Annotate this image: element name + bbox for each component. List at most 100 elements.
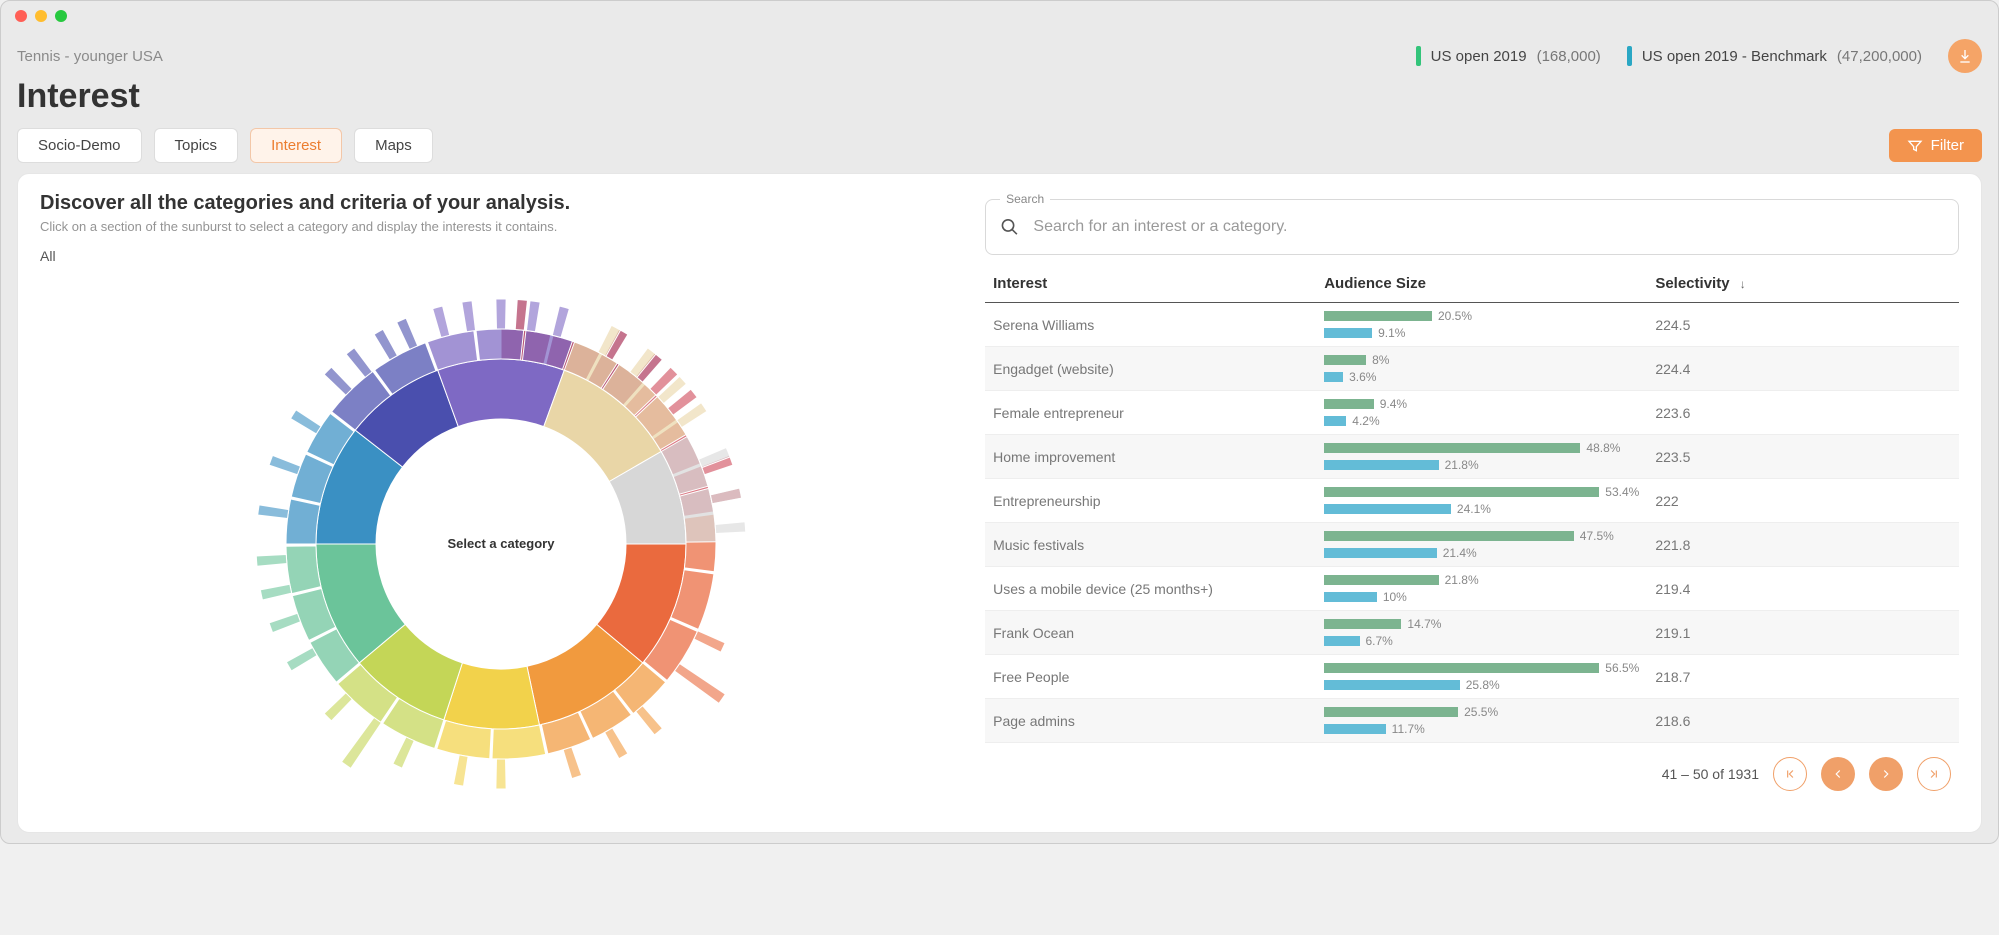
bar-primary (1324, 311, 1432, 321)
tabs: Socio-Demo Topics Interest Maps (17, 128, 433, 163)
page-next-button[interactable] (1869, 757, 1903, 791)
bar-primary-label: 9.4% (1380, 397, 1407, 411)
bar-benchmark-label: 21.4% (1443, 546, 1477, 560)
bar-primary-label: 56.5% (1605, 661, 1639, 675)
cell-selectivity: 219.1 (1647, 611, 1959, 655)
bar-primary (1324, 399, 1373, 409)
table-row[interactable]: Page admins25.5%11.7%218.6 (985, 699, 1959, 743)
legend-item: US open 2019 - Benchmark (47,200,000) (1627, 46, 1922, 66)
search-input[interactable] (1033, 210, 1944, 244)
cell-interest: Home improvement (985, 435, 1316, 479)
bar-benchmark (1324, 504, 1451, 514)
bar-benchmark (1324, 416, 1346, 426)
page-prev-button[interactable] (1821, 757, 1855, 791)
tab-socio-demo[interactable]: Socio-Demo (17, 128, 142, 163)
bar-benchmark-label: 3.6% (1349, 370, 1376, 384)
legend-label: US open 2019 (1431, 48, 1527, 65)
legend-label: US open 2019 - Benchmark (1642, 48, 1827, 65)
bar-benchmark-label: 24.1% (1457, 502, 1491, 516)
close-icon[interactable] (15, 10, 27, 22)
bar-primary-label: 20.5% (1438, 309, 1472, 323)
bar-primary (1324, 443, 1580, 453)
bar-benchmark (1324, 548, 1436, 558)
table-row[interactable]: Music festivals47.5%21.4%221.8 (985, 523, 1959, 567)
cell-audience-size: 20.5% 9.1% (1316, 303, 1647, 347)
search-field[interactable]: Search (985, 192, 1959, 255)
cell-selectivity: 224.4 (1647, 347, 1959, 391)
filter-icon (1907, 138, 1923, 154)
bar-benchmark-label: 10% (1383, 590, 1407, 604)
bar-benchmark (1324, 680, 1459, 690)
bar-primary-label: 48.8% (1586, 441, 1620, 455)
sunburst-chart[interactable]: Select a category (231, 274, 771, 814)
col-interest[interactable]: Interest (985, 265, 1316, 303)
page-range: 41 – 50 of 1931 (1662, 766, 1759, 782)
sort-desc-icon: ↓ (1740, 277, 1746, 291)
bar-primary-label: 21.8% (1445, 573, 1479, 587)
table-row[interactable]: Female entrepreneur9.4%4.2%223.6 (985, 391, 1959, 435)
legend-swatch (1627, 46, 1632, 66)
cell-interest: Frank Ocean (985, 611, 1316, 655)
table-row[interactable]: Uses a mobile device (25 months+) 21.8% 10… (985, 567, 1959, 611)
download-button[interactable] (1948, 39, 1982, 73)
maximize-icon[interactable] (55, 10, 67, 22)
col-audience-size[interactable]: Audience Size (1316, 265, 1647, 303)
page-last-button[interactable] (1917, 757, 1951, 791)
cell-audience-size: 14.7%6.7% (1316, 611, 1647, 655)
search-icon (1000, 217, 1019, 237)
bar-primary-label: 47.5% (1580, 529, 1614, 543)
cell-selectivity: 218.6 (1647, 699, 1959, 743)
bar-primary (1324, 575, 1438, 585)
bar-benchmark-label: 25.8% (1466, 678, 1500, 692)
bar-benchmark (1324, 460, 1438, 470)
tab-interest[interactable]: Interest (250, 128, 342, 163)
category-breadcrumb[interactable]: All (40, 248, 961, 264)
cell-interest: Uses a mobile device (25 months+) (985, 567, 1316, 611)
cell-interest: Engadget (website) (985, 347, 1316, 391)
main-card: Discover all the categories and criteria… (17, 173, 1982, 833)
cell-selectivity: 222 (1647, 479, 1959, 523)
cell-selectivity: 223.5 (1647, 435, 1959, 479)
search-legend: Search (1000, 192, 1050, 206)
bar-primary-label: 14.7% (1407, 617, 1441, 631)
sunburst-pane: Discover all the categories and criteria… (40, 192, 961, 814)
cell-interest: Entrepreneurship (985, 479, 1316, 523)
table-row[interactable]: Frank Ocean14.7%6.7%219.1 (985, 611, 1959, 655)
minimize-icon[interactable] (35, 10, 47, 22)
bar-primary (1324, 663, 1599, 673)
breadcrumb: Tennis - younger USA (17, 48, 163, 65)
interest-table: Interest Audience Size Selectivity ↓ Ser… (985, 265, 1959, 743)
cell-interest: Serena Williams (985, 303, 1316, 347)
table-row[interactable]: Entrepreneurship53.4%24.1%222 (985, 479, 1959, 523)
table-row[interactable]: Free People56.5%25.8%218.7 (985, 655, 1959, 699)
filter-button[interactable]: Filter (1889, 129, 1982, 162)
cell-interest: Page admins (985, 699, 1316, 743)
bar-benchmark-label: 9.1% (1378, 326, 1405, 340)
chevron-left-icon (1831, 767, 1845, 781)
cell-selectivity: 223.6 (1647, 391, 1959, 435)
sunburst-center-label: Select a category (447, 536, 555, 551)
page-title: Interest (13, 73, 1986, 128)
bar-primary (1324, 355, 1366, 365)
tab-maps[interactable]: Maps (354, 128, 433, 163)
bar-primary-label: 25.5% (1464, 705, 1498, 719)
page-first-button[interactable] (1773, 757, 1807, 791)
table-pane: Search Interest Audience Size Selectivit… (985, 192, 1959, 814)
window: Tennis - younger USA US open 2019(168,00… (0, 0, 1999, 844)
cell-audience-size: 8% 3.6% (1316, 347, 1647, 391)
cell-audience-size: 25.5%11.7% (1316, 699, 1647, 743)
bar-benchmark-label: 21.8% (1445, 458, 1479, 472)
cell-selectivity: 224.5 (1647, 303, 1959, 347)
table-row[interactable]: Home improvement 48.8% 21.8% 223.5 (985, 435, 1959, 479)
cell-audience-size: 47.5% 21.4% (1316, 523, 1647, 567)
window-traffic-lights (1, 1, 1998, 31)
tab-topics[interactable]: Topics (154, 128, 239, 163)
cell-audience-size: 21.8% 10% (1316, 567, 1647, 611)
legend-count: (47,200,000) (1837, 48, 1922, 65)
download-icon (1957, 48, 1973, 64)
bar-primary (1324, 619, 1401, 629)
bar-primary-label: 8% (1372, 353, 1389, 367)
col-selectivity[interactable]: Selectivity ↓ (1647, 265, 1959, 303)
table-row[interactable]: Serena Williams 20.5% 9.1% 224.5 (985, 303, 1959, 347)
table-row[interactable]: Engadget (website) 8% 3.6% 224.4 (985, 347, 1959, 391)
